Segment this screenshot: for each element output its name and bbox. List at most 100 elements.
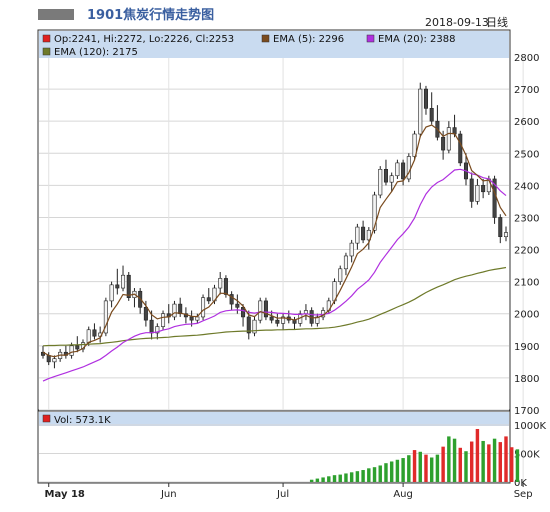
candle-body xyxy=(446,127,451,151)
candle-body xyxy=(281,316,286,324)
candle-body xyxy=(92,329,97,337)
candle-body xyxy=(372,194,377,231)
candle-body xyxy=(429,108,434,122)
candle-body xyxy=(189,316,194,321)
x-tick-label: Sep xyxy=(514,489,533,500)
candle-body xyxy=(412,133,417,157)
volume-bar xyxy=(401,458,405,482)
volume-bar xyxy=(452,438,457,482)
x-tick-label: May 18 xyxy=(45,489,85,500)
volume-bar xyxy=(469,441,474,482)
ema20-line xyxy=(42,168,507,382)
candle-body xyxy=(503,232,509,238)
price-tick-label: 2200 xyxy=(514,246,539,257)
candle-body xyxy=(235,303,240,308)
volume-bar xyxy=(372,467,377,482)
price-tick-label: 2600 xyxy=(514,117,539,128)
ema5-legend-label: EMA (5): 2296 xyxy=(273,34,344,45)
volume-bar xyxy=(487,444,491,482)
volume-bar xyxy=(389,461,394,482)
price-legend-bar xyxy=(39,31,509,58)
volume-bar xyxy=(349,472,354,482)
volume-bar xyxy=(435,454,440,482)
ema120-legend-label: EMA (120): 2175 xyxy=(54,47,138,58)
volume-bar xyxy=(475,428,480,482)
candle-body xyxy=(401,162,406,180)
candle-body xyxy=(121,274,126,289)
volume-bar xyxy=(418,451,422,482)
candle-body xyxy=(126,274,131,298)
volume-bar xyxy=(464,451,468,482)
candle-body xyxy=(246,316,251,334)
candle-body xyxy=(315,316,320,324)
candle-body xyxy=(498,217,503,238)
x-tick-label: Jun xyxy=(160,489,177,500)
candle-body xyxy=(395,162,400,177)
price-tick-label: 2700 xyxy=(514,85,539,96)
volume-bar xyxy=(441,446,445,482)
candle-body xyxy=(458,133,463,164)
candle-body xyxy=(338,268,343,282)
volume-bar xyxy=(412,450,417,482)
candle-body xyxy=(86,329,91,343)
candle-body xyxy=(383,169,388,183)
price-tick-label: 2400 xyxy=(514,181,539,192)
volume-axis: 0K 500K 1000K xyxy=(514,421,546,489)
candle-body xyxy=(469,178,474,202)
candle-body xyxy=(195,316,200,321)
price-tick-label: 1900 xyxy=(514,342,539,353)
price-tick-label: 1700 xyxy=(514,406,539,417)
volume-bar xyxy=(378,465,382,482)
chart-period: 日线 xyxy=(486,15,508,29)
volume-bar xyxy=(481,440,485,482)
volume-bar xyxy=(309,479,314,482)
chart-title: 1901焦炭行情走势图 xyxy=(87,7,214,23)
volume-bar xyxy=(355,471,360,482)
volume-bar xyxy=(395,459,400,482)
volume-bar xyxy=(338,474,342,482)
candle-body xyxy=(109,284,114,302)
volume-bar xyxy=(492,438,497,482)
ema5-line xyxy=(42,124,507,358)
candle-body xyxy=(206,297,211,302)
x-axis: May 18 Jun Jul Aug Sep xyxy=(45,483,533,500)
candle-body xyxy=(343,255,348,270)
candle-body xyxy=(423,88,428,109)
volume-bar xyxy=(498,442,502,482)
candle-body xyxy=(389,175,394,183)
volume-bar xyxy=(327,476,331,482)
volume-bar xyxy=(515,449,520,482)
candle-body xyxy=(75,345,80,350)
candle-body xyxy=(366,229,371,241)
volume-bar xyxy=(332,475,337,482)
price-tick-label: 2000 xyxy=(514,310,539,321)
price-tick-label: 2100 xyxy=(514,278,539,289)
candle-body xyxy=(275,319,280,324)
volume-bar xyxy=(384,463,388,482)
candle-body xyxy=(349,242,354,257)
volume-tick-label: 0K xyxy=(514,478,527,489)
volume-bar xyxy=(510,447,514,482)
volume-bars xyxy=(309,428,520,482)
candle-body xyxy=(172,303,177,318)
candle-body xyxy=(406,156,411,180)
candle-body xyxy=(481,185,486,193)
volume-bar xyxy=(315,478,320,482)
price-tick-label: 1800 xyxy=(514,374,539,385)
candle-body xyxy=(218,278,223,289)
volume-bar xyxy=(447,436,451,482)
candle-body xyxy=(263,300,268,318)
price-tick-label: 2500 xyxy=(514,149,539,160)
ema20-legend-label: EMA (20): 2388 xyxy=(378,34,456,45)
volume-bar xyxy=(458,447,462,482)
volume-bar xyxy=(504,436,508,482)
volume-bar xyxy=(321,477,325,482)
volume-tick-label: 500K xyxy=(514,450,540,461)
volume-bar xyxy=(407,455,411,482)
candle-body xyxy=(155,326,160,334)
price-tick-label: 2300 xyxy=(514,213,539,224)
candle-body xyxy=(475,185,480,202)
candle-body xyxy=(378,169,383,196)
candle-body xyxy=(229,294,234,305)
candle-body xyxy=(269,316,274,321)
